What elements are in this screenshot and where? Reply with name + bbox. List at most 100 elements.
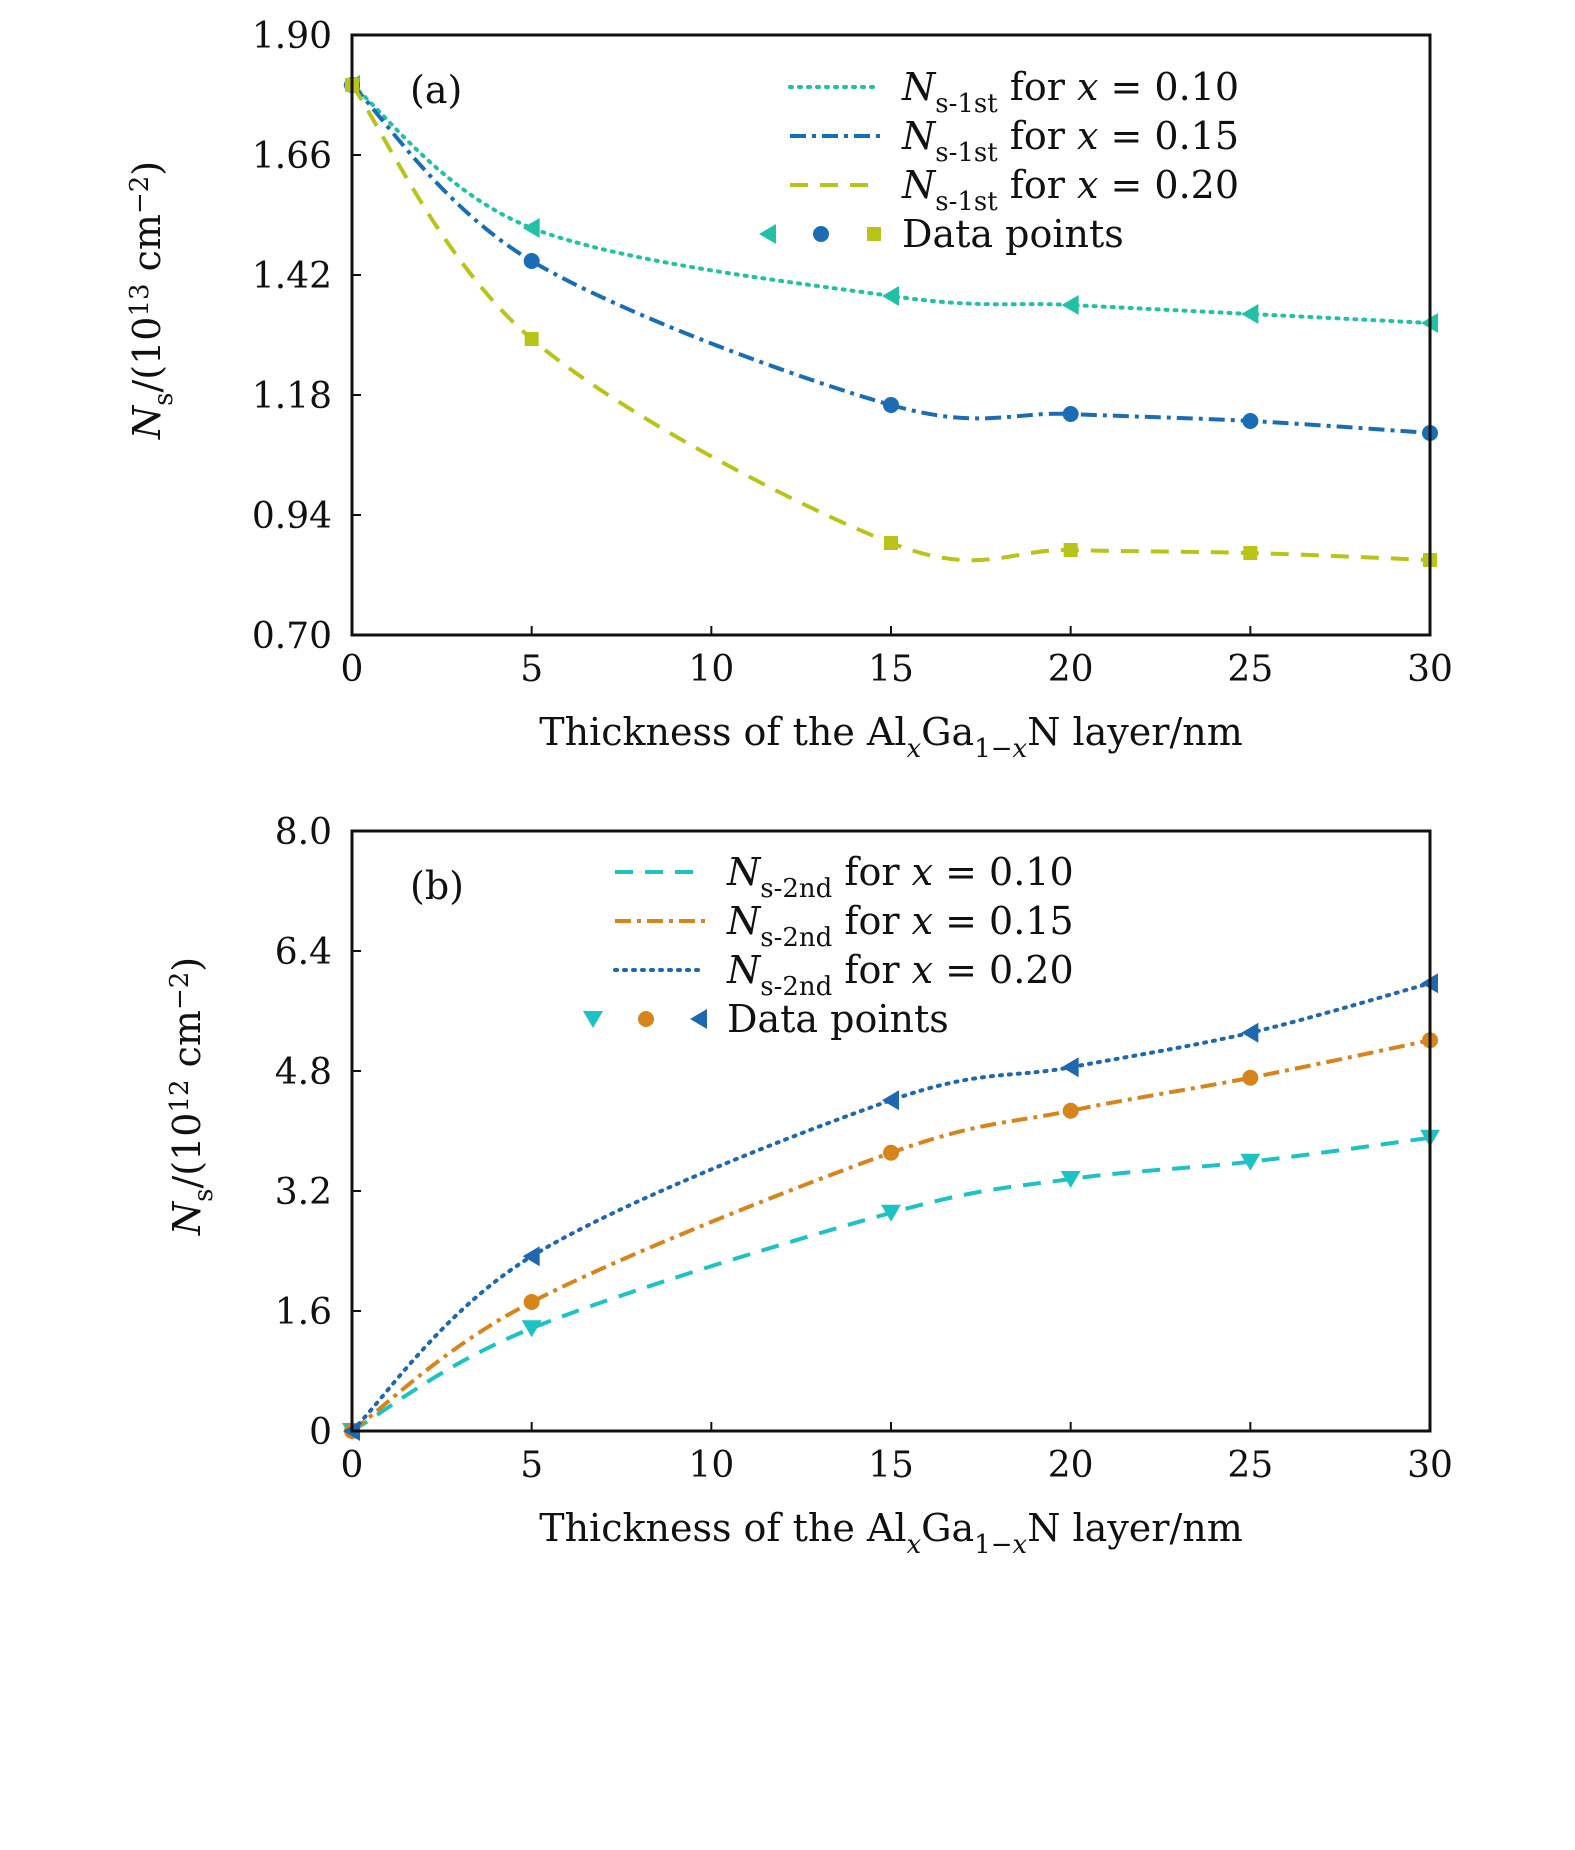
x-axis-label-part: 1− — [974, 734, 1012, 764]
data-point — [524, 332, 539, 346]
data-point — [1242, 413, 1259, 429]
legend-entry: Ns-1st for x = 0.15 — [901, 114, 1239, 168]
legend-entry-part: = 0.10 — [933, 850, 1074, 894]
x-axis-label: Thickness of the AlxGa1−xN layer/nm — [539, 710, 1243, 764]
data-point — [1242, 1069, 1259, 1086]
legend-entry-part: for — [832, 899, 911, 943]
legend-entry-part: N — [901, 163, 937, 207]
legend-entry-part: s-2nd — [760, 874, 832, 904]
y-tick-label: 3.2 — [275, 1172, 332, 1213]
y-tick-label: 1.18 — [252, 376, 332, 417]
panel-label: (b) — [410, 864, 464, 908]
data-point — [690, 1009, 707, 1029]
x-axis-label-part: x — [907, 734, 922, 764]
y-tick-label: 1.42 — [252, 256, 332, 297]
legend-entry-part: for — [832, 948, 911, 992]
data-point — [1062, 406, 1079, 422]
x-tick-label: 30 — [1407, 649, 1453, 690]
legend-entry: Ns-2nd for x = 0.15 — [726, 899, 1074, 953]
legend-entry-part: N — [901, 114, 937, 158]
y-axis-label-part: −2 — [125, 176, 155, 214]
y-tick-label: 0 — [309, 1412, 332, 1453]
panel-label: (a) — [410, 68, 462, 112]
data-point — [1062, 1102, 1079, 1119]
data-point — [883, 397, 899, 413]
data-point — [883, 1144, 899, 1161]
y-axis-label-part: cm — [125, 214, 169, 283]
x-axis-label-part: x — [1013, 734, 1028, 764]
data-point — [867, 227, 881, 241]
data-point — [882, 1090, 899, 1111]
legend-entry-part: for — [832, 850, 911, 894]
x-axis-label-part: Ga — [921, 710, 974, 754]
legend-entry-part: N — [901, 65, 937, 109]
data-point — [1063, 543, 1078, 557]
legend-data-points: Data points — [727, 997, 949, 1041]
legend-entry-part: N — [726, 948, 762, 992]
series-line — [351, 1135, 1431, 1433]
data-point — [1061, 295, 1079, 315]
y-axis-label-part: /(10 — [165, 1113, 209, 1189]
y-tick-label: 1.90 — [252, 16, 332, 57]
x-axis-label-part: N layer/nm — [1027, 1506, 1243, 1550]
legend-entry-part: x — [1077, 163, 1098, 207]
y-axis-label-part: cm — [165, 1010, 209, 1079]
legend-entry-part: = 0.15 — [933, 899, 1074, 943]
series-line — [350, 83, 1431, 435]
data-point — [1243, 546, 1258, 560]
data-point — [522, 218, 540, 238]
x-axis-label-part: Thickness of the Al — [539, 710, 906, 754]
data-point — [583, 1011, 603, 1028]
y-tick-label: 8.0 — [275, 812, 332, 853]
x-tick-label: 15 — [868, 1445, 914, 1486]
legend-entry-part: for — [998, 65, 1077, 109]
data-point — [523, 253, 540, 269]
y-axis-label: Ns/(1012 cm−2) — [165, 957, 219, 1236]
y-tick-label: 6.4 — [275, 932, 332, 973]
legend-entry-part: s-2nd — [760, 972, 832, 1002]
x-tick-label: 15 — [868, 649, 914, 690]
y-axis-label-part: /(10 — [125, 317, 169, 393]
legend-entry-part: = 0.20 — [933, 948, 1074, 992]
y-axis-label-part: 13 — [125, 283, 155, 316]
x-tick-label: 10 — [688, 649, 734, 690]
series-line — [350, 83, 1432, 325]
x-tick-label: 20 — [1048, 1445, 1094, 1486]
data-point — [881, 1204, 901, 1222]
data-point — [1240, 1153, 1261, 1171]
legend-entry-part: x — [912, 850, 933, 894]
y-axis-label-part: ) — [165, 957, 209, 972]
legend-entry-part: for — [998, 163, 1077, 207]
chart-panel-b: 0 5 10 15 20 25 30 0 1.6 3.2 4.8 6.4 8.0 Thickness of… — [165, 812, 1453, 1560]
legend-entry-part: s-2nd — [760, 923, 832, 953]
legend-entry-part: x — [1077, 65, 1098, 109]
series-line — [350, 83, 1431, 563]
y-axis-label: Ns/(1013 cm−2) — [125, 161, 179, 440]
legend-entry-part: x — [912, 899, 933, 943]
y-axis-label-part: ) — [125, 161, 169, 176]
y-tick-label: 0.70 — [252, 616, 332, 657]
y-axis-label-part: N — [125, 404, 169, 440]
data-point — [882, 286, 899, 306]
x-tick-label: 20 — [1048, 649, 1094, 690]
data-point — [1060, 1171, 1081, 1188]
x-axis-label-part: N layer/nm — [1027, 710, 1243, 754]
legend-entry: Ns-2nd for x = 0.10 — [726, 850, 1074, 904]
y-tick-label: 4.8 — [275, 1052, 332, 1093]
data-point — [1241, 304, 1259, 324]
legend-entry-part: x — [912, 948, 933, 992]
legend-entry: Ns-2nd for x = 0.20 — [726, 948, 1074, 1002]
legend-entry-part: = 0.10 — [1098, 65, 1239, 109]
data-point — [884, 536, 898, 550]
legend-entry: Ns-1st for x = 0.10 — [901, 65, 1239, 119]
data-point — [813, 226, 829, 242]
legend-entry-part: = 0.20 — [1098, 163, 1239, 207]
x-tick-label: 10 — [688, 1445, 734, 1486]
y-axis-label-part: N — [165, 1200, 209, 1236]
x-axis-label: Thickness of the AlxGa1−xN layer/nm — [539, 1506, 1243, 1560]
x-tick-label: 25 — [1227, 649, 1273, 690]
x-tick-label: 0 — [341, 1445, 364, 1486]
x-tick-label: 0 — [341, 649, 364, 690]
y-tick-label: 1.66 — [252, 136, 332, 177]
